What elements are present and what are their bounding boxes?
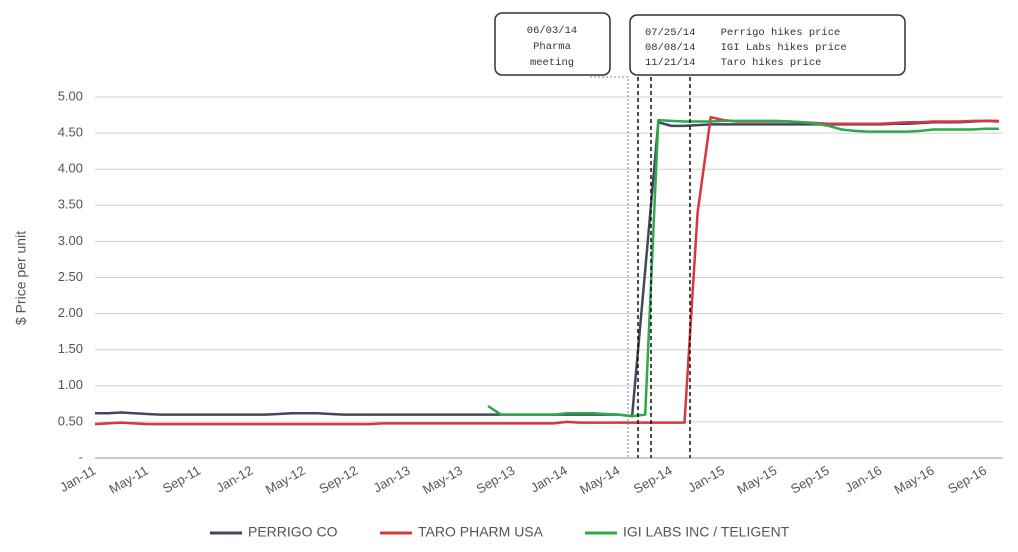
annotation-frame bbox=[494, 12, 611, 76]
series-lines bbox=[94, 115, 999, 426]
annotation-text: meeting bbox=[530, 57, 574, 69]
annotation-text: 06/03/14 bbox=[527, 25, 577, 37]
x-tick-label: Sep-11 bbox=[160, 463, 203, 496]
x-tick-label: Sep-12 bbox=[316, 463, 360, 497]
legend-label: TARO PHARM USA bbox=[418, 524, 544, 540]
legend-label: IGI LABS INC / TELIGENT bbox=[623, 524, 790, 540]
x-tick-label: May-12 bbox=[263, 463, 308, 498]
y-tick-label: - bbox=[79, 449, 83, 464]
x-tick-label: Sep-16 bbox=[945, 463, 989, 497]
y-tick-label: 2.50 bbox=[58, 269, 83, 284]
x-tick-label: May-11 bbox=[106, 463, 150, 497]
x-tick-label: May-13 bbox=[420, 463, 465, 498]
series-line bbox=[94, 115, 999, 426]
annotation-box-2: 07/25/14 Perrigo hikes price 08/08/14 IG… bbox=[629, 14, 906, 76]
legend-item: PERRIGO CO bbox=[210, 524, 338, 540]
x-tick-label: Sep-13 bbox=[474, 463, 518, 497]
annotation-text: 11/21/14 Taro hikes price bbox=[645, 57, 821, 69]
x-tick-label: Jan-16 bbox=[842, 463, 884, 496]
y-tick-label: 1.50 bbox=[58, 341, 83, 356]
y-tick-label: 2.00 bbox=[58, 305, 83, 320]
x-tick-label: May-16 bbox=[892, 463, 937, 498]
annotation-text: 08/08/14 IGI Labs hikes price bbox=[645, 42, 847, 54]
x-tick-label: Jan-13 bbox=[371, 463, 413, 496]
annotation-connector bbox=[590, 76, 629, 458]
legend-item: TARO PHARM USA bbox=[380, 524, 544, 540]
y-tick-label: 1.00 bbox=[58, 377, 83, 392]
x-tick-label: Sep-15 bbox=[788, 463, 832, 497]
y-tick-label: 5.00 bbox=[58, 88, 83, 103]
y-tick-label: 4.50 bbox=[58, 125, 83, 140]
y-tick-label: 0.50 bbox=[58, 413, 83, 428]
x-tick-label: May-15 bbox=[734, 463, 779, 498]
annotation-box-1: 06/03/14 Pharma meeting bbox=[494, 12, 629, 458]
annotation-text: Pharma bbox=[533, 41, 571, 53]
x-tick-label: Jan-15 bbox=[685, 463, 727, 496]
legend-item: IGI LABS INC / TELIGENT bbox=[585, 524, 790, 540]
y-axis-label: $ Price per unit bbox=[13, 231, 29, 325]
legend-label: PERRIGO CO bbox=[248, 524, 338, 540]
x-tick-label: Jan-14 bbox=[528, 463, 570, 496]
x-tick-label: May-14 bbox=[577, 463, 622, 498]
annotation-frame bbox=[629, 14, 906, 76]
y-tick-label: 3.50 bbox=[58, 197, 83, 212]
series-line bbox=[95, 119, 999, 418]
annotation-text: 07/25/14 Perrigo hikes price bbox=[645, 27, 840, 39]
x-tick-label: Sep-14 bbox=[631, 463, 675, 497]
x-tick-label: Jan-11 bbox=[57, 463, 98, 495]
y-tick-label: 3.00 bbox=[58, 233, 83, 248]
y-tick-label: 4.00 bbox=[58, 161, 83, 176]
series-line bbox=[487, 118, 999, 418]
x-tick-label: Jan-12 bbox=[213, 463, 255, 496]
grid bbox=[95, 96, 1003, 459]
event-lines bbox=[637, 77, 691, 458]
